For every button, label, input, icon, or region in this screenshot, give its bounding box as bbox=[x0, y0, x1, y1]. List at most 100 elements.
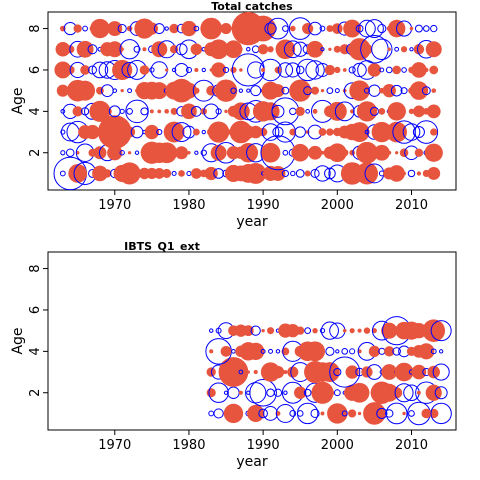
bubble-positive bbox=[249, 125, 263, 139]
bubble-positive bbox=[230, 66, 237, 74]
bubble-negative bbox=[249, 378, 277, 407]
bubble-positive bbox=[144, 124, 159, 140]
bubble-positive bbox=[291, 143, 310, 162]
bubble-positive bbox=[247, 404, 265, 423]
bubble-negative bbox=[333, 389, 341, 397]
bubble-positive bbox=[72, 106, 83, 117]
bubble-negative bbox=[264, 22, 277, 35]
x-tick-label: 1970 bbox=[98, 198, 131, 213]
panel-ibts-q1-ext: IBTS_Q1_ext year Age 1970 1980 1990 2000 201… bbox=[10, 240, 457, 470]
bubble-negative bbox=[153, 23, 165, 35]
bubble-negative bbox=[275, 403, 295, 423]
bubble-positive bbox=[356, 101, 378, 122]
bubble-positive bbox=[209, 349, 214, 354]
bubble-negative bbox=[295, 169, 305, 178]
bubble-positive bbox=[271, 365, 285, 379]
bubble-positive bbox=[208, 39, 229, 60]
bubble-negative bbox=[112, 88, 118, 93]
bubble-negative bbox=[376, 407, 388, 420]
bubble-positive bbox=[392, 65, 401, 75]
bubble-positive bbox=[381, 364, 398, 380]
bubble-positive bbox=[402, 411, 406, 416]
bubble-positive bbox=[239, 68, 243, 72]
bubble-positive bbox=[190, 43, 203, 56]
bubble-positive bbox=[180, 82, 198, 99]
bubble-positive bbox=[418, 343, 435, 360]
bubble-negative bbox=[282, 25, 289, 32]
bubble-positive bbox=[430, 128, 438, 136]
bubble-negative bbox=[290, 170, 296, 177]
bubble-positive bbox=[326, 128, 334, 136]
bubble-positive bbox=[327, 143, 347, 163]
bubble-positive bbox=[164, 109, 170, 114]
bubble-positive bbox=[318, 128, 327, 136]
bubble-positive bbox=[194, 67, 199, 73]
bubble-positive bbox=[305, 341, 326, 362]
bubble-negative bbox=[329, 322, 346, 339]
bubble-negative bbox=[193, 25, 200, 32]
bubble-negative bbox=[87, 44, 98, 55]
bubble-negative bbox=[423, 25, 430, 32]
bubble-negative bbox=[334, 88, 340, 94]
bubble-positive bbox=[55, 41, 71, 57]
bubble-positive bbox=[311, 381, 334, 404]
bubble-negative bbox=[352, 62, 367, 78]
bubble-positive bbox=[342, 68, 347, 72]
bubble-negative bbox=[329, 356, 361, 388]
y-tick-label: 8 bbox=[28, 264, 43, 272]
x-tick-label: 2000 bbox=[321, 438, 354, 453]
bubble-positive bbox=[172, 151, 176, 155]
chart-title: IBTS_Q1_ext bbox=[124, 240, 200, 253]
bubble-positive bbox=[306, 40, 324, 58]
bubble-negative bbox=[310, 168, 320, 179]
bubble-positive bbox=[200, 17, 223, 40]
bubble-layer bbox=[53, 11, 443, 191]
bubble-negative bbox=[303, 388, 312, 397]
bubble-negative bbox=[201, 129, 206, 135]
y-tick-label: 6 bbox=[28, 306, 43, 314]
bubble-negative bbox=[281, 169, 290, 178]
bubble-positive bbox=[349, 122, 370, 142]
bubble-negative bbox=[292, 41, 308, 57]
bubble-positive bbox=[107, 21, 123, 37]
bubble-positive bbox=[422, 319, 446, 342]
bubble-positive bbox=[387, 47, 391, 51]
bubble-negative bbox=[125, 99, 149, 124]
bubble-positive bbox=[342, 328, 347, 333]
bubble-positive bbox=[402, 171, 406, 176]
bubble-positive bbox=[421, 408, 432, 419]
bubble-negative bbox=[185, 66, 193, 74]
bubble-positive bbox=[150, 82, 168, 100]
bubble-positive bbox=[295, 106, 305, 116]
bubble-positive bbox=[411, 62, 427, 78]
bubble-positive bbox=[402, 109, 406, 114]
bubble-negative bbox=[348, 66, 356, 74]
x-tick-label: 2010 bbox=[395, 198, 428, 213]
bubble-positive bbox=[56, 84, 69, 97]
bubble-positive bbox=[320, 349, 325, 354]
bubble-positive bbox=[411, 364, 427, 380]
bubble-negative bbox=[213, 408, 224, 419]
bubble-negative bbox=[368, 84, 381, 97]
bubble-positive bbox=[75, 80, 96, 101]
chart-title: Total catches bbox=[211, 0, 293, 13]
bubble-negative bbox=[289, 107, 297, 116]
bubble-positive bbox=[356, 141, 378, 164]
bubble-positive bbox=[169, 23, 179, 34]
x-axis-label: year bbox=[236, 454, 267, 470]
bubble-positive bbox=[170, 107, 178, 115]
bubble-positive bbox=[426, 104, 441, 119]
bubble-positive bbox=[371, 328, 377, 334]
bubble-positive bbox=[348, 38, 371, 61]
bubble-positive bbox=[181, 103, 197, 120]
x-tick-label: 2010 bbox=[395, 438, 428, 453]
bubble-positive bbox=[350, 109, 355, 114]
bubble-negative bbox=[208, 410, 215, 417]
bubble-positive bbox=[126, 25, 133, 32]
bubble-negative bbox=[126, 107, 133, 115]
bubble-negative bbox=[401, 67, 407, 73]
bubble-positive bbox=[260, 142, 281, 163]
bubble-negative bbox=[127, 88, 133, 94]
bubble-positive bbox=[267, 46, 274, 53]
bubble-negative bbox=[203, 103, 220, 120]
